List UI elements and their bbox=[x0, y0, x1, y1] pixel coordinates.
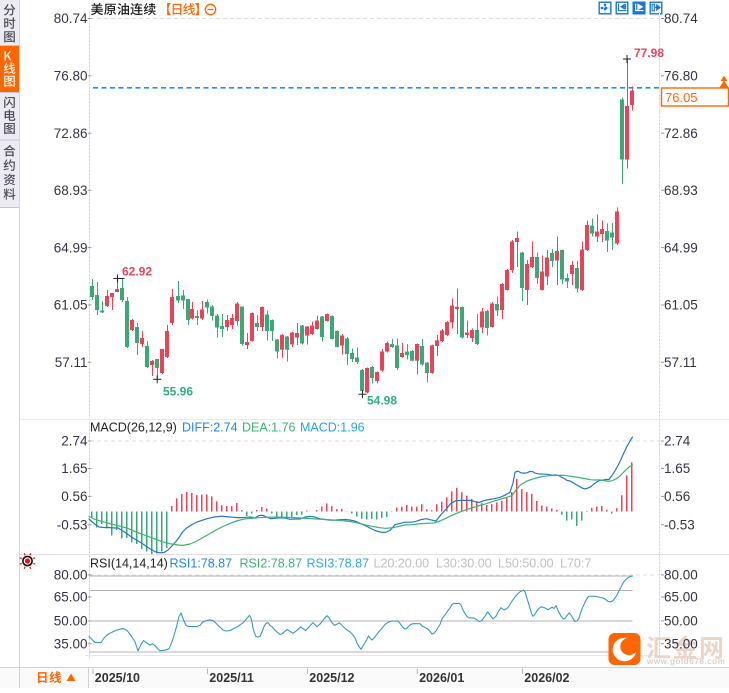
svg-text:72.86: 72.86 bbox=[54, 126, 88, 141]
svg-text:DIFF:2.74: DIFF:2.74 bbox=[182, 421, 238, 435]
svg-text:35.00: 35.00 bbox=[54, 636, 88, 651]
svg-text:55.96: 55.96 bbox=[163, 385, 193, 399]
svg-text:2025/12: 2025/12 bbox=[309, 671, 354, 685]
svg-text:L70:7: L70:7 bbox=[560, 557, 591, 571]
svg-text:RSI1:78.87: RSI1:78.87 bbox=[170, 557, 233, 571]
svg-text:50.00: 50.00 bbox=[664, 614, 698, 629]
svg-text:2026/01: 2026/01 bbox=[419, 671, 464, 685]
svg-text:80.00: 80.00 bbox=[664, 568, 698, 583]
svg-text:62.92: 62.92 bbox=[122, 265, 152, 279]
svg-text:DEA:1.76: DEA:1.76 bbox=[242, 421, 296, 435]
svg-text:80.00: 80.00 bbox=[54, 568, 88, 583]
svg-text:-0.53: -0.53 bbox=[664, 518, 695, 533]
svg-text:L20:20.00: L20:20.00 bbox=[374, 557, 430, 571]
svg-text:57.11: 57.11 bbox=[55, 355, 88, 370]
svg-text:72.86: 72.86 bbox=[664, 126, 698, 141]
svg-text:0.56: 0.56 bbox=[61, 489, 87, 504]
svg-text:2.74: 2.74 bbox=[664, 434, 691, 449]
svg-text:61.05: 61.05 bbox=[664, 298, 698, 313]
svg-text:61.05: 61.05 bbox=[54, 298, 88, 313]
svg-text:2025/10: 2025/10 bbox=[95, 671, 140, 685]
svg-text:0.56: 0.56 bbox=[664, 489, 690, 504]
svg-text:MACD:1.96: MACD:1.96 bbox=[300, 421, 365, 435]
svg-text:1.65: 1.65 bbox=[61, 461, 87, 476]
svg-text:68.93: 68.93 bbox=[664, 183, 698, 198]
svg-text:77.98: 77.98 bbox=[634, 46, 664, 60]
svg-text:64.99: 64.99 bbox=[664, 240, 698, 255]
svg-text:2025/11: 2025/11 bbox=[209, 671, 254, 685]
svg-text:www.gold678.com: www.gold678.com bbox=[646, 657, 726, 666]
svg-text:RSI2:78.87: RSI2:78.87 bbox=[240, 557, 303, 571]
svg-text:54.98: 54.98 bbox=[367, 394, 397, 408]
svg-text:68.93: 68.93 bbox=[54, 183, 88, 198]
svg-text:50.00: 50.00 bbox=[54, 614, 88, 629]
svg-text:L50:50.00: L50:50.00 bbox=[498, 557, 554, 571]
svg-text:76.80: 76.80 bbox=[54, 69, 88, 84]
svg-text:76.80: 76.80 bbox=[664, 69, 698, 84]
svg-text:57.11: 57.11 bbox=[664, 355, 697, 370]
svg-text:80.74: 80.74 bbox=[54, 11, 88, 26]
svg-text:35.00: 35.00 bbox=[664, 636, 698, 651]
svg-text:1.65: 1.65 bbox=[664, 461, 690, 476]
svg-text:2.74: 2.74 bbox=[61, 434, 88, 449]
svg-text:L30:30.00: L30:30.00 bbox=[436, 557, 492, 571]
svg-text:MACD(26,12,9): MACD(26,12,9) bbox=[90, 421, 177, 435]
svg-text:-0.53: -0.53 bbox=[57, 518, 88, 533]
svg-text:64.99: 64.99 bbox=[54, 240, 88, 255]
svg-text:80.74: 80.74 bbox=[664, 11, 698, 26]
svg-text:RSI(14,14,14): RSI(14,14,14) bbox=[90, 557, 168, 571]
svg-text:76.05: 76.05 bbox=[665, 90, 698, 105]
svg-text:65.00: 65.00 bbox=[664, 590, 698, 605]
svg-text:RSI3:78.87: RSI3:78.87 bbox=[307, 557, 370, 571]
svg-text:65.00: 65.00 bbox=[54, 590, 88, 605]
svg-text:2026/02: 2026/02 bbox=[524, 671, 569, 685]
